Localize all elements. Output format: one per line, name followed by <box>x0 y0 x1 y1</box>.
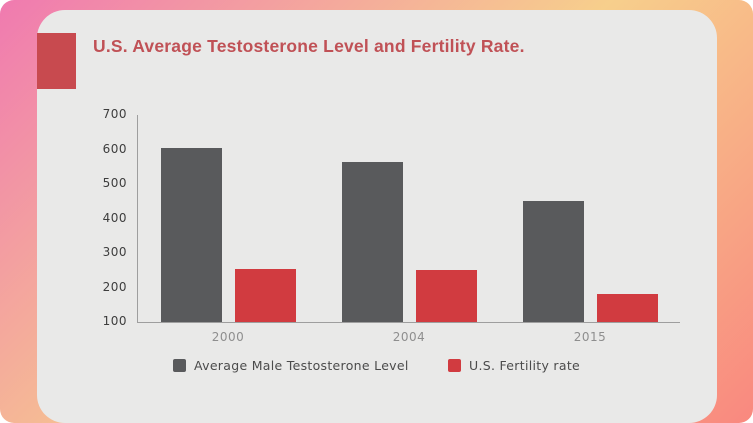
bar-testosterone-2004 <box>342 161 403 322</box>
accent-square <box>37 33 76 89</box>
x-axis-tick-label: 2015 <box>573 330 607 344</box>
y-axis-tick-label: 300 <box>102 245 127 259</box>
bar-fertility-2015 <box>597 294 658 322</box>
x-axis-line <box>137 322 680 323</box>
bar-testosterone-2015 <box>523 201 584 322</box>
legend-swatch-fertility <box>448 359 461 372</box>
legend-label-testosterone: Average Male Testosterone Level <box>194 358 409 373</box>
y-axis-tick-label: 400 <box>102 210 127 225</box>
chart-title: U.S. Average Testosterone Level and Fert… <box>93 36 525 56</box>
legend-label-fertility: U.S. Fertility rate <box>469 358 581 373</box>
legend-item-testosterone: Average Male Testosterone Level <box>173 358 409 373</box>
bar-fertility-2000 <box>235 268 296 322</box>
y-axis-line <box>137 115 138 322</box>
x-axis-tick-label: 2004 <box>392 330 426 344</box>
x-axis-tick-label: 2000 <box>211 330 245 344</box>
legend-item-fertility: U.S. Fertility rate <box>448 358 580 373</box>
legend-swatch-testosterone <box>173 359 186 372</box>
bar-testosterone-2000 <box>161 147 222 322</box>
y-axis-tick-label: 600 <box>102 141 127 156</box>
y-axis-tick-label: 500 <box>102 176 127 190</box>
y-axis-tick-label: 100 <box>102 314 127 328</box>
y-axis-tick-label: 700 <box>102 107 127 121</box>
chart-legend: Average Male Testosterone Level U.S. Fer… <box>0 358 753 378</box>
bar-fertility-2004 <box>416 270 477 322</box>
y-axis-tick-label: 200 <box>102 279 127 294</box>
